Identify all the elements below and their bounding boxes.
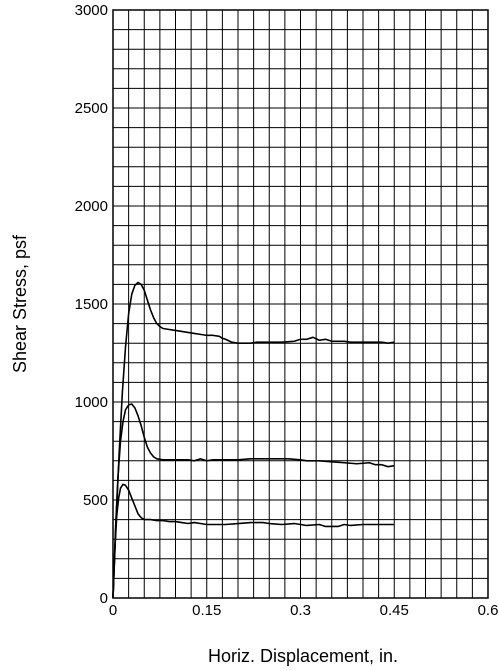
x-tick-label: 0.6 — [478, 602, 499, 619]
y-tick-label: 3000 — [75, 2, 108, 19]
series-curves — [112, 281, 395, 599]
x-tick-label: 0.45 — [380, 602, 409, 619]
y-tick-label: 2500 — [75, 100, 108, 117]
y-tick-label: 500 — [83, 492, 108, 509]
x-tick-label: 0.3 — [290, 602, 311, 619]
x-tick-labels: 0 0.15 0.3 0.45 0.6 — [109, 602, 499, 619]
y-tick-label: 2000 — [75, 198, 108, 215]
y-tick-label: 0 — [100, 590, 108, 607]
x-tick-label: 0.15 — [192, 602, 221, 619]
x-axis-label: Horiz. Displacement, in. — [208, 646, 398, 666]
y-tick-labels: 0 500 1000 1500 2000 2500 3000 — [75, 2, 108, 607]
y-axis-label: Shear Stress, psf — [10, 234, 30, 373]
grid — [112, 9, 489, 599]
x-tick-label: 0 — [109, 602, 117, 619]
series-line-1 — [112, 281, 395, 599]
y-tick-label: 1500 — [75, 296, 108, 313]
plot-frame — [112, 9, 489, 599]
series-line-2 — [112, 403, 395, 599]
series-line-3 — [112, 483, 395, 599]
y-tick-label: 1000 — [75, 394, 108, 411]
